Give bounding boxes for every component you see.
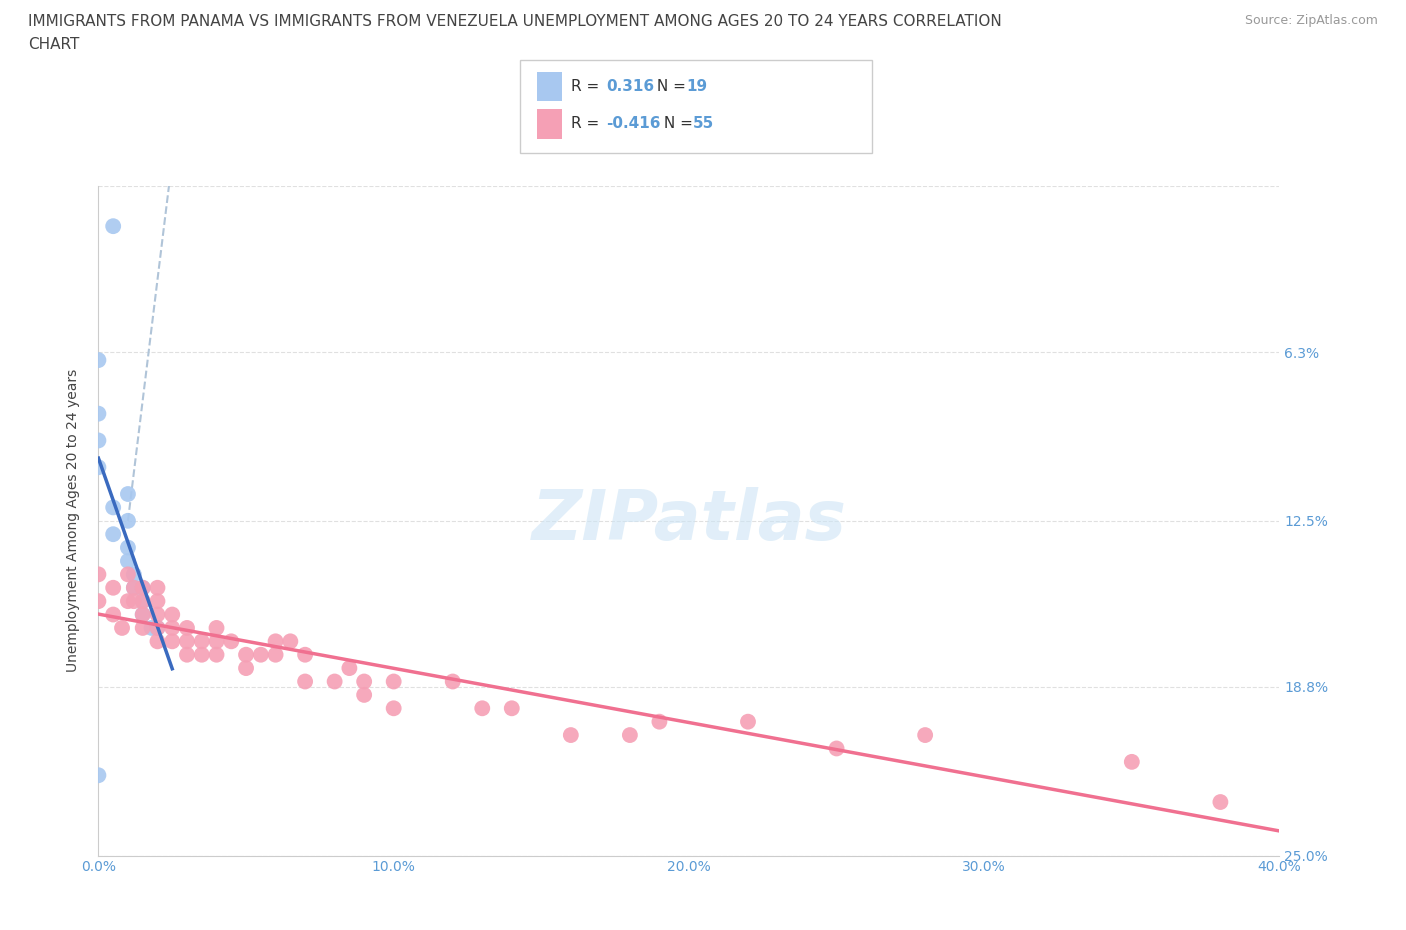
Point bbox=[1209, 794, 1232, 809]
Point bbox=[219, 634, 242, 649]
Point bbox=[103, 500, 125, 515]
Point bbox=[87, 567, 110, 582]
Point bbox=[264, 634, 287, 649]
Point bbox=[250, 647, 273, 662]
Point bbox=[205, 620, 228, 635]
Text: 0.316: 0.316 bbox=[606, 79, 654, 94]
Point bbox=[132, 593, 155, 608]
Point bbox=[176, 620, 198, 635]
Point bbox=[146, 607, 169, 622]
Point bbox=[1121, 754, 1143, 769]
Point bbox=[278, 634, 302, 649]
Point bbox=[176, 634, 198, 649]
Point bbox=[471, 701, 494, 716]
Point bbox=[117, 593, 139, 608]
Point bbox=[122, 567, 145, 582]
Point bbox=[117, 567, 139, 582]
Text: Source: ZipAtlas.com: Source: ZipAtlas.com bbox=[1244, 14, 1378, 27]
Y-axis label: Unemployment Among Ages 20 to 24 years: Unemployment Among Ages 20 to 24 years bbox=[66, 369, 80, 672]
Point bbox=[619, 727, 641, 742]
Point bbox=[122, 580, 145, 595]
Point bbox=[560, 727, 582, 742]
Point bbox=[146, 634, 169, 649]
Point bbox=[235, 660, 257, 675]
Point bbox=[323, 674, 346, 689]
Point bbox=[162, 607, 183, 622]
Text: ZIPatlas: ZIPatlas bbox=[531, 487, 846, 554]
Point bbox=[87, 433, 110, 448]
Point bbox=[648, 714, 671, 729]
Point bbox=[235, 647, 257, 662]
Point bbox=[87, 406, 110, 421]
Point bbox=[146, 580, 169, 595]
Point bbox=[122, 580, 145, 595]
Point bbox=[382, 701, 405, 716]
Point bbox=[441, 674, 464, 689]
Point bbox=[132, 580, 155, 595]
Point bbox=[264, 647, 287, 662]
Point bbox=[294, 674, 316, 689]
Point bbox=[103, 607, 125, 622]
Point bbox=[737, 714, 759, 729]
Point bbox=[103, 219, 125, 233]
Point bbox=[87, 352, 110, 367]
Point bbox=[117, 513, 139, 528]
Point bbox=[294, 647, 316, 662]
Point bbox=[205, 634, 228, 649]
Point bbox=[353, 687, 375, 702]
Point bbox=[132, 580, 155, 595]
Point bbox=[122, 593, 145, 608]
Text: IMMIGRANTS FROM PANAMA VS IMMIGRANTS FROM VENEZUELA UNEMPLOYMENT AMONG AGES 20 T: IMMIGRANTS FROM PANAMA VS IMMIGRANTS FRO… bbox=[28, 14, 1002, 29]
Point bbox=[87, 768, 110, 783]
Point bbox=[103, 580, 125, 595]
Point bbox=[87, 459, 110, 474]
Point bbox=[205, 647, 228, 662]
Point bbox=[162, 620, 183, 635]
Point bbox=[914, 727, 936, 742]
Text: R =: R = bbox=[571, 79, 605, 94]
Point bbox=[117, 486, 139, 501]
Point bbox=[132, 620, 155, 635]
Point bbox=[117, 540, 139, 555]
Point bbox=[146, 620, 169, 635]
Point bbox=[339, 660, 360, 675]
Point bbox=[191, 647, 214, 662]
Text: 55: 55 bbox=[693, 116, 714, 131]
Point bbox=[132, 593, 155, 608]
Point bbox=[825, 741, 848, 756]
Point bbox=[87, 593, 110, 608]
Point bbox=[382, 674, 405, 689]
Text: -0.416: -0.416 bbox=[606, 116, 661, 131]
Point bbox=[176, 647, 198, 662]
Text: CHART: CHART bbox=[28, 37, 80, 52]
Point bbox=[353, 674, 375, 689]
Point bbox=[117, 553, 139, 568]
Text: 19: 19 bbox=[686, 79, 707, 94]
Point bbox=[191, 634, 214, 649]
Point bbox=[162, 634, 183, 649]
Point bbox=[132, 607, 155, 622]
Text: R =: R = bbox=[571, 116, 605, 131]
Point bbox=[146, 620, 169, 635]
Point bbox=[132, 607, 155, 622]
Point bbox=[141, 620, 163, 635]
Point bbox=[501, 701, 523, 716]
Point bbox=[146, 593, 169, 608]
Point bbox=[103, 526, 125, 541]
Text: N =: N = bbox=[659, 116, 699, 131]
Text: N =: N = bbox=[652, 79, 692, 94]
Point bbox=[111, 620, 134, 635]
